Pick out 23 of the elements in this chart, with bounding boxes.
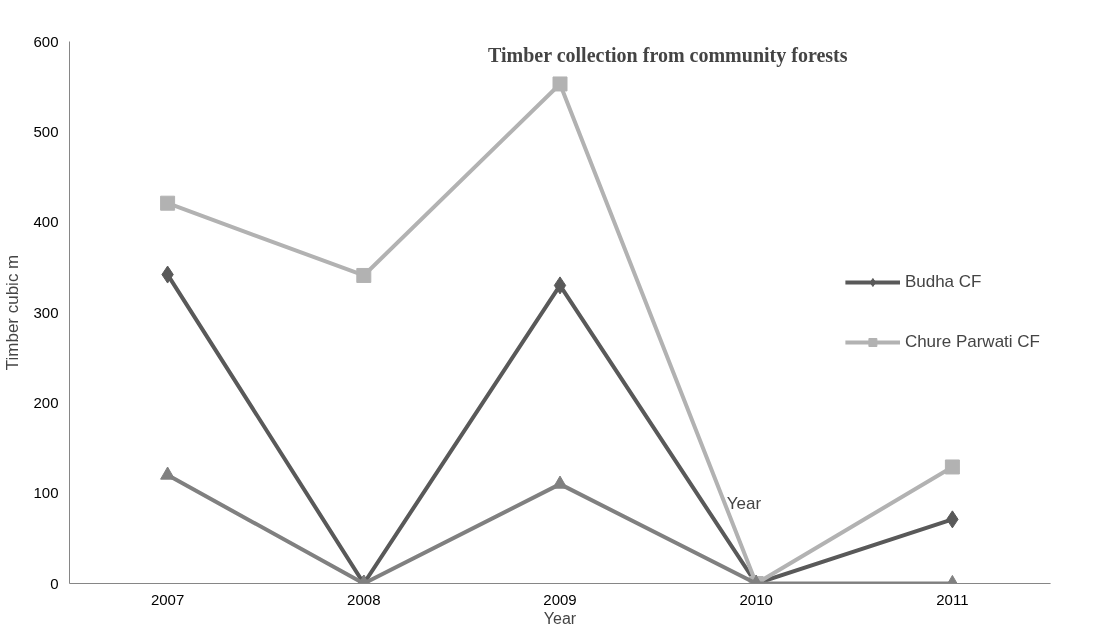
x-tick-label: 2009 [543, 590, 577, 608]
point [553, 276, 567, 295]
point [552, 76, 568, 92]
annotation: Year [726, 494, 762, 514]
y-axis-title: Timber cubic m [3, 254, 23, 371]
x-tick-label: 2010 [739, 590, 773, 608]
y-tick-label: 200 [33, 393, 59, 411]
point [356, 267, 372, 283]
x-axis-title: Year [543, 609, 577, 627]
point [552, 475, 568, 489]
y-tick-label: 100 [33, 484, 59, 502]
x-tick-label: 2011 [936, 590, 969, 608]
legend-label: Budha CF [904, 272, 982, 292]
y-tick-label: 600 [33, 32, 59, 50]
y-tick-label: 500 [33, 122, 59, 140]
x-tick-label: 2008 [347, 590, 381, 608]
y-tick-label: 400 [33, 213, 59, 231]
y-tick-label: 300 [33, 303, 59, 321]
x-tick-label: 2007 [150, 590, 185, 608]
point [160, 195, 176, 211]
y-tick-label: 0 [50, 574, 59, 592]
legend-label: Chure Parwati CF [904, 332, 1040, 352]
chart-title: Timber collection from community forests [487, 43, 848, 67]
